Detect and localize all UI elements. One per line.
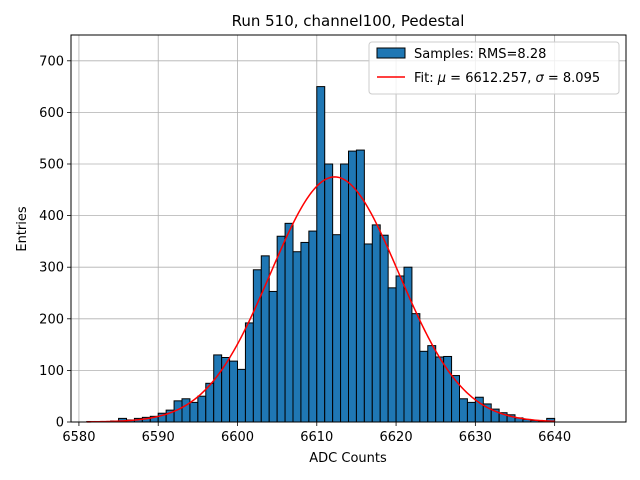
legend-fit-prefix: Fit: bbox=[414, 71, 438, 86]
x-tick-label: 6590 bbox=[142, 430, 175, 445]
legend-swatch-samples bbox=[376, 47, 406, 59]
y-tick-label: 600 bbox=[39, 106, 64, 121]
histogram-bar bbox=[324, 163, 334, 423]
histogram-bar bbox=[252, 269, 262, 423]
histogram-bar bbox=[197, 395, 207, 423]
x-tick-label: 6640 bbox=[538, 430, 571, 445]
histogram-bar bbox=[316, 86, 326, 423]
histogram-bar bbox=[229, 360, 238, 423]
y-tick-label: 400 bbox=[39, 209, 64, 224]
histogram-bar bbox=[189, 401, 199, 423]
legend-box bbox=[368, 41, 620, 95]
plot-frame bbox=[70, 34, 627, 423]
histogram-bar bbox=[348, 150, 357, 423]
x-tick-label: 6580 bbox=[62, 430, 95, 445]
histogram-bar bbox=[411, 313, 421, 423]
histogram-bar bbox=[459, 398, 468, 423]
legend-fit-sigma-value: = 8.095 bbox=[544, 71, 600, 86]
histogram-bar bbox=[340, 163, 350, 423]
legend-label-fit: Fit: μ = 6612.257, σ = 8.095 bbox=[414, 71, 600, 86]
y-axis-label: Entries bbox=[15, 206, 30, 252]
y-axis-ticks: 0 100 200 300 400 500 600 700 bbox=[39, 54, 71, 431]
x-tick-label: 6610 bbox=[300, 430, 333, 445]
histogram-bar bbox=[213, 354, 223, 423]
histogram-bars bbox=[86, 86, 556, 423]
histogram-bar bbox=[435, 356, 445, 423]
fit-curve bbox=[86, 176, 555, 423]
histogram-bar bbox=[237, 368, 246, 423]
histogram-bar bbox=[395, 275, 405, 423]
legend-fit-mu-value: = 6612.257, bbox=[446, 71, 535, 86]
histogram-bar bbox=[363, 243, 373, 423]
chart-title: Run 510, channel100, Pedestal bbox=[232, 12, 465, 30]
x-tick-label: 6600 bbox=[221, 430, 254, 445]
histogram-bar bbox=[387, 287, 397, 423]
x-tick-label: 6620 bbox=[380, 430, 413, 445]
x-tick-label: 6630 bbox=[459, 430, 492, 445]
histogram-bar bbox=[332, 234, 342, 423]
y-tick-label: 500 bbox=[39, 158, 64, 173]
histogram-bar bbox=[276, 235, 286, 423]
histogram-bar bbox=[292, 251, 302, 423]
x-axis-label: ADC Counts bbox=[309, 451, 387, 466]
y-tick-label: 0 bbox=[56, 416, 64, 431]
legend-label-samples: Samples: RMS=8.28 bbox=[414, 47, 546, 62]
legend-fit-mu-symbol: μ bbox=[437, 71, 446, 86]
histogram-bar bbox=[181, 398, 191, 423]
histogram-bar bbox=[244, 322, 254, 423]
histogram-bar bbox=[300, 241, 310, 423]
histogram-bar bbox=[371, 224, 381, 423]
histogram-bar bbox=[268, 290, 278, 423]
y-tick-label: 300 bbox=[39, 261, 64, 276]
histogram-bar bbox=[419, 350, 429, 423]
x-axis-ticks: 6580 6590 6600 6610 6620 6630 6640 bbox=[62, 422, 571, 445]
histogram-bar bbox=[284, 222, 294, 423]
legend: Samples: RMS=8.28 Fit: μ = 6612.257, σ =… bbox=[368, 41, 620, 95]
histogram-bar bbox=[466, 401, 476, 423]
histogram-bar bbox=[427, 345, 437, 423]
histogram-bar bbox=[403, 266, 413, 423]
y-tick-label: 100 bbox=[39, 364, 64, 379]
y-tick-label: 700 bbox=[39, 54, 64, 69]
histogram-bar bbox=[379, 234, 389, 423]
histogram-bar bbox=[355, 149, 365, 423]
y-tick-label: 200 bbox=[39, 312, 64, 327]
legend-fit-sigma-symbol: σ bbox=[536, 71, 545, 86]
histogram-bar bbox=[308, 230, 318, 423]
